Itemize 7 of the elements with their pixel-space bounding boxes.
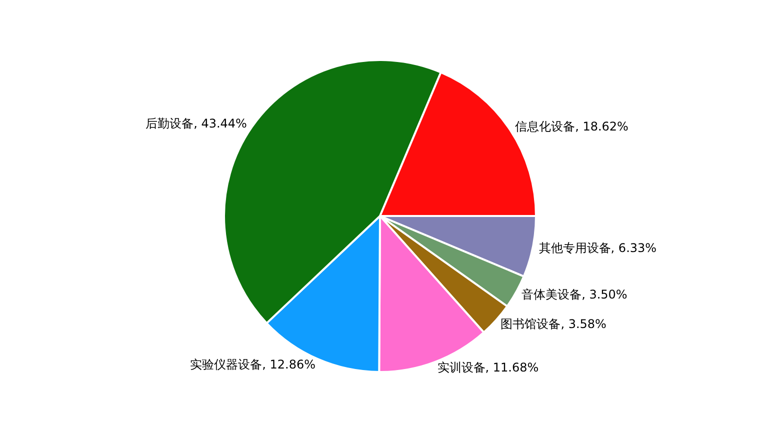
- slice-label: 实训设备, 11.68%: [437, 360, 539, 375]
- slice-label: 后勤设备, 43.44%: [146, 116, 247, 131]
- slice-label: 信息化设备, 18.62%: [515, 120, 628, 134]
- slice-label: 图书馆设备, 3.58%: [500, 317, 606, 332]
- slice-label: 音体美设备, 3.50%: [522, 288, 628, 302]
- slice-label: 其他专用设备, 6.33%: [538, 241, 657, 255]
- slice-label: 实验仪器设备, 12.86%: [190, 358, 316, 372]
